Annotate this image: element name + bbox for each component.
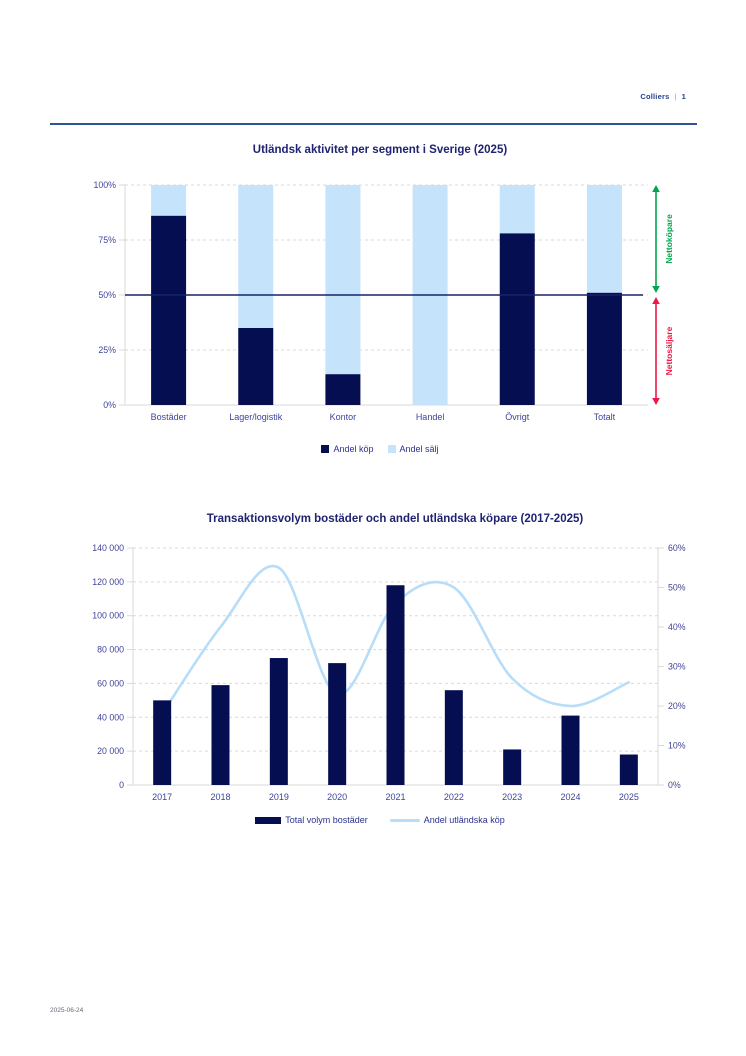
svg-text:2025: 2025 bbox=[619, 792, 639, 802]
svg-text:30%: 30% bbox=[668, 662, 686, 672]
svg-text:60 000: 60 000 bbox=[97, 678, 124, 688]
svg-text:2019: 2019 bbox=[269, 792, 289, 802]
header-rule bbox=[50, 123, 697, 125]
legend-label: Andel köp bbox=[333, 444, 374, 454]
svg-text:Handel: Handel bbox=[416, 412, 445, 422]
svg-text:Nettoköpare: Nettoköpare bbox=[664, 214, 674, 264]
svg-text:2018: 2018 bbox=[210, 792, 230, 802]
segment-chart-legend: Andel köp Andel sälj bbox=[40, 444, 720, 454]
legend-label: Andel sälj bbox=[399, 444, 439, 454]
svg-text:20%: 20% bbox=[668, 701, 686, 711]
legend-item-andel-utlandska: Andel utländska köp bbox=[389, 815, 505, 825]
svg-text:80 000: 80 000 bbox=[97, 645, 124, 655]
svg-text:50%: 50% bbox=[98, 290, 116, 300]
andel-kop-swatch bbox=[321, 445, 330, 453]
svg-text:2024: 2024 bbox=[560, 792, 580, 802]
svg-text:25%: 25% bbox=[98, 345, 116, 355]
svg-text:50%: 50% bbox=[668, 583, 686, 593]
header-separator: | bbox=[674, 92, 677, 101]
svg-text:10%: 10% bbox=[668, 741, 686, 751]
svg-text:2021: 2021 bbox=[385, 792, 405, 802]
svg-text:Kontor: Kontor bbox=[330, 412, 357, 422]
svg-text:2023: 2023 bbox=[502, 792, 522, 802]
svg-text:100 000: 100 000 bbox=[92, 611, 124, 621]
svg-text:40%: 40% bbox=[668, 622, 686, 632]
legend-item-andel-salj: Andel sälj bbox=[387, 444, 439, 454]
svg-text:20 000: 20 000 bbox=[97, 746, 124, 756]
legend-item-total-volym: Total volym bostäder bbox=[255, 815, 368, 825]
legend-label: Andel utländska köp bbox=[423, 815, 505, 825]
volume-chart-title: Transaktionsvolym bostäder och andel utl… bbox=[206, 513, 584, 525]
segment-chart-canvas: 0% 25% 50% 75% 100% Bostäder Lager/logistik Kon… bbox=[94, 180, 675, 422]
svg-text:40 000: 40 000 bbox=[97, 712, 124, 722]
svg-text:100%: 100% bbox=[94, 180, 117, 190]
volume-chart-legend: Total volym bostäder Andel utländska köp bbox=[40, 815, 720, 825]
page-number: 1 bbox=[681, 92, 686, 101]
svg-text:0%: 0% bbox=[668, 780, 681, 790]
andel-utlandska-swatch bbox=[389, 818, 420, 822]
svg-text:Totalt: Totalt bbox=[594, 412, 616, 422]
svg-text:2017: 2017 bbox=[152, 792, 172, 802]
svg-text:Bostäder: Bostäder bbox=[151, 412, 187, 422]
andel-salj-swatch bbox=[387, 445, 396, 453]
svg-text:Övrigt: Övrigt bbox=[505, 412, 530, 422]
footer-date: 2025-06-24 bbox=[50, 1007, 84, 1014]
svg-text:Nettosäljare: Nettosäljare bbox=[664, 326, 674, 375]
svg-text:Lager/logistik: Lager/logistik bbox=[229, 412, 283, 422]
svg-text:140 000: 140 000 bbox=[92, 543, 124, 553]
brand-logo-text: Colliers bbox=[640, 92, 670, 101]
svg-text:2020: 2020 bbox=[327, 792, 347, 802]
svg-text:60%: 60% bbox=[668, 543, 686, 553]
total-volym-swatch bbox=[255, 816, 282, 824]
legend-label: Total volym bostäder bbox=[285, 815, 368, 825]
segment-chart-title: Utländsk aktivitet per segment i Sverige… bbox=[252, 144, 508, 156]
svg-text:0%: 0% bbox=[103, 400, 116, 410]
page-header: Colliers | 1 bbox=[640, 92, 686, 101]
svg-text:2022: 2022 bbox=[444, 792, 464, 802]
legend-item-andel-kop: Andel köp bbox=[321, 444, 374, 454]
svg-text:75%: 75% bbox=[98, 235, 116, 245]
svg-text:120 000: 120 000 bbox=[92, 577, 124, 587]
volume-chart-canvas: 0 20 000 40 000 60 000 80 000 100 000 120 000 1… bbox=[92, 543, 686, 802]
svg-text:0: 0 bbox=[119, 780, 124, 790]
